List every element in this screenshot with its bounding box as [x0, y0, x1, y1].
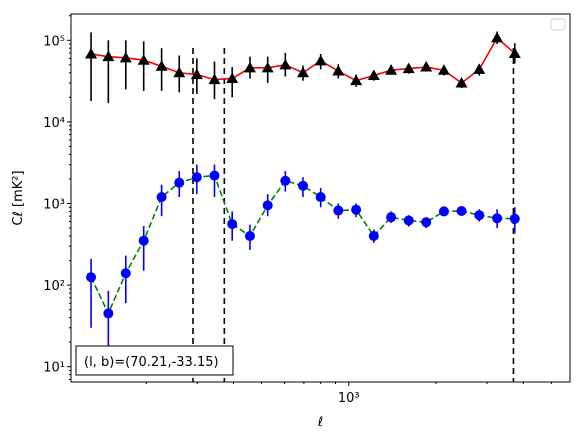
- series-1-point-20: [438, 206, 449, 217]
- series-1-point-21: [456, 205, 467, 216]
- series-1-point-8: [227, 219, 238, 230]
- series-0-point-3: [137, 54, 150, 65]
- series-1-point-23: [492, 213, 503, 224]
- series-1-point-16: [368, 230, 379, 241]
- series-0-point-2: [119, 51, 132, 63]
- y-tick-label-2: 10³: [43, 198, 65, 213]
- reference-lines: [192, 48, 515, 382]
- series-1-point-18: [403, 215, 414, 226]
- series-1-point-22: [474, 210, 485, 221]
- series-0-point-17: [385, 64, 398, 75]
- series-0-point-19: [420, 61, 433, 72]
- axis-ticks: 10¹ 10² 10³ 10⁴ 10⁵ 10³: [43, 15, 552, 406]
- x-tick-label-0: 10³: [338, 391, 360, 406]
- annotation-text: (l, b)=(70.21,-33.15): [84, 355, 219, 370]
- y-tick-label-3: 10⁴: [43, 116, 65, 131]
- series-1-point-2: [120, 268, 131, 279]
- series-0-point-14: [332, 65, 345, 76]
- series-0-point-6: [190, 68, 203, 80]
- series-0-point-8: [226, 72, 239, 84]
- series-1-point-3: [138, 235, 149, 246]
- legend-frame: [550, 18, 566, 31]
- series-0-point-0: [85, 47, 98, 59]
- series-1-point-17: [386, 212, 397, 223]
- series-1-point-7: [209, 170, 220, 181]
- series-1-point-15: [351, 204, 362, 215]
- legend: [550, 18, 566, 31]
- series-0-point-22: [473, 63, 486, 74]
- series-0-point-11: [279, 58, 292, 70]
- series-1-point-10: [262, 200, 273, 211]
- series-0-point-18: [402, 62, 415, 74]
- y-tick-label-4: 10⁵: [43, 34, 65, 49]
- annotation-box: (l, b)=(70.21,-33.15): [75, 345, 234, 376]
- series-0-point-12: [296, 66, 309, 78]
- series-1-point-0: [86, 272, 97, 283]
- series-1-point-12: [297, 180, 308, 191]
- series-1-point-14: [333, 205, 344, 216]
- series-1-point-5: [174, 177, 185, 188]
- annotation-frame: [75, 345, 234, 376]
- series-1-point-24: [509, 213, 520, 224]
- series-1-point-9: [244, 230, 255, 241]
- series-0-point-16: [367, 69, 380, 81]
- series-0-point-5: [173, 66, 186, 78]
- series-1-point-19: [421, 217, 432, 228]
- series-0-point-24: [508, 47, 521, 58]
- series-1-point-6: [191, 172, 202, 183]
- y-axis-label: Cℓ [mK²]: [11, 170, 26, 225]
- x-axis-label: ℓ: [317, 415, 323, 430]
- series-layer: [85, 31, 521, 353]
- series-0-point-7: [208, 73, 221, 85]
- series-0-point-23: [491, 31, 504, 43]
- series-0-point-4: [155, 60, 168, 71]
- series-0: [85, 31, 521, 104]
- series-0-point-15: [350, 74, 363, 86]
- series-0-point-9: [243, 61, 256, 73]
- series-1: [86, 164, 520, 353]
- series-1-point-4: [156, 192, 167, 203]
- series-0-point-10: [261, 61, 274, 73]
- series-1-point-1: [103, 308, 114, 319]
- y-tick-label-0: 10¹: [43, 361, 65, 376]
- series-1-point-11: [280, 175, 291, 186]
- series-0-point-13: [314, 54, 327, 66]
- series-0-point-21: [455, 76, 468, 88]
- series-0-point-20: [437, 64, 450, 75]
- series-0-point-1: [102, 50, 115, 62]
- y-tick-label-1: 10²: [43, 279, 65, 294]
- series-1-point-13: [315, 192, 326, 203]
